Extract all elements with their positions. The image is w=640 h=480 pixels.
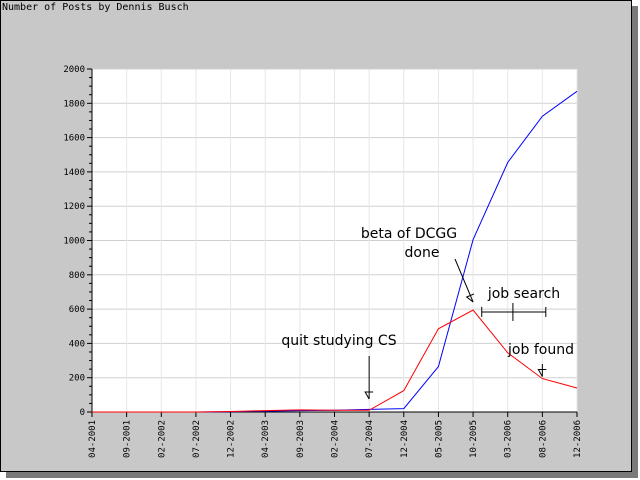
annotation-beta-arrow-head xyxy=(465,293,475,303)
series-lines xyxy=(92,90,578,413)
y-tick-label: 1800 xyxy=(63,99,85,109)
x-tick-label: 09-2001 xyxy=(123,420,133,458)
y-tick-label: 600 xyxy=(69,305,85,315)
x-tick-label: 03-2006 xyxy=(504,420,514,458)
x-tick-label: 12-2002 xyxy=(227,420,237,458)
x-tick-label: 02-2002 xyxy=(157,420,167,458)
y-tick-label: 1600 xyxy=(63,134,85,144)
frame-shadow-right xyxy=(632,6,638,478)
frame-shadow-bottom xyxy=(6,472,638,478)
annotation-quit-studying: quit studying CS xyxy=(281,333,396,349)
x-tick-label: 12-2004 xyxy=(400,420,410,458)
annotation-beta-line2: done xyxy=(405,245,440,261)
y-tick-label: 400 xyxy=(69,339,85,349)
x-tick-label: 08-2006 xyxy=(538,420,548,458)
x-tick-label: 07-2004 xyxy=(365,420,375,458)
annotation-quit-arrow-head xyxy=(364,391,374,400)
y-tick-label: 1200 xyxy=(63,202,85,212)
annotation-job-found: job found xyxy=(507,342,574,358)
x-tick-label: 02-2004 xyxy=(331,420,341,458)
series-line-1 xyxy=(92,309,578,413)
y-tick-label: 1000 xyxy=(63,237,85,247)
y-tick-label: 200 xyxy=(69,374,85,384)
annotation-beta-line1: beta of DCGG xyxy=(361,226,457,242)
x-tick-label: 04-2001 xyxy=(88,420,98,458)
x-tick-label: 07-2002 xyxy=(192,420,202,458)
x-tick-label: 09-2003 xyxy=(296,420,306,458)
annotation-beta-arrow-shaft xyxy=(454,258,474,303)
chart-title: Number of Posts by Dennis Busch xyxy=(2,2,189,13)
x-tick-label: 04-2003 xyxy=(261,420,271,458)
annotation-job-search: job search xyxy=(487,286,560,302)
axes: 0 200 400 600 800 1000 1200 1400 1600 1800 2000 04-… xyxy=(63,65,583,458)
annotation-job-found-arrow-head xyxy=(537,369,547,377)
annotations: quit studying CS beta of DCGG done job sear… xyxy=(281,226,574,400)
y-tick-label: 2000 xyxy=(63,65,85,75)
x-tick-label: 05-2005 xyxy=(434,420,444,458)
x-tick-label: 12-2006 xyxy=(573,420,583,458)
grid-lines xyxy=(91,68,578,413)
y-tick-label: 0 xyxy=(80,408,85,418)
y-tick-label: 800 xyxy=(69,271,85,281)
x-tick-label: 10-2005 xyxy=(469,420,479,458)
y-tick-label: 1400 xyxy=(63,168,85,178)
